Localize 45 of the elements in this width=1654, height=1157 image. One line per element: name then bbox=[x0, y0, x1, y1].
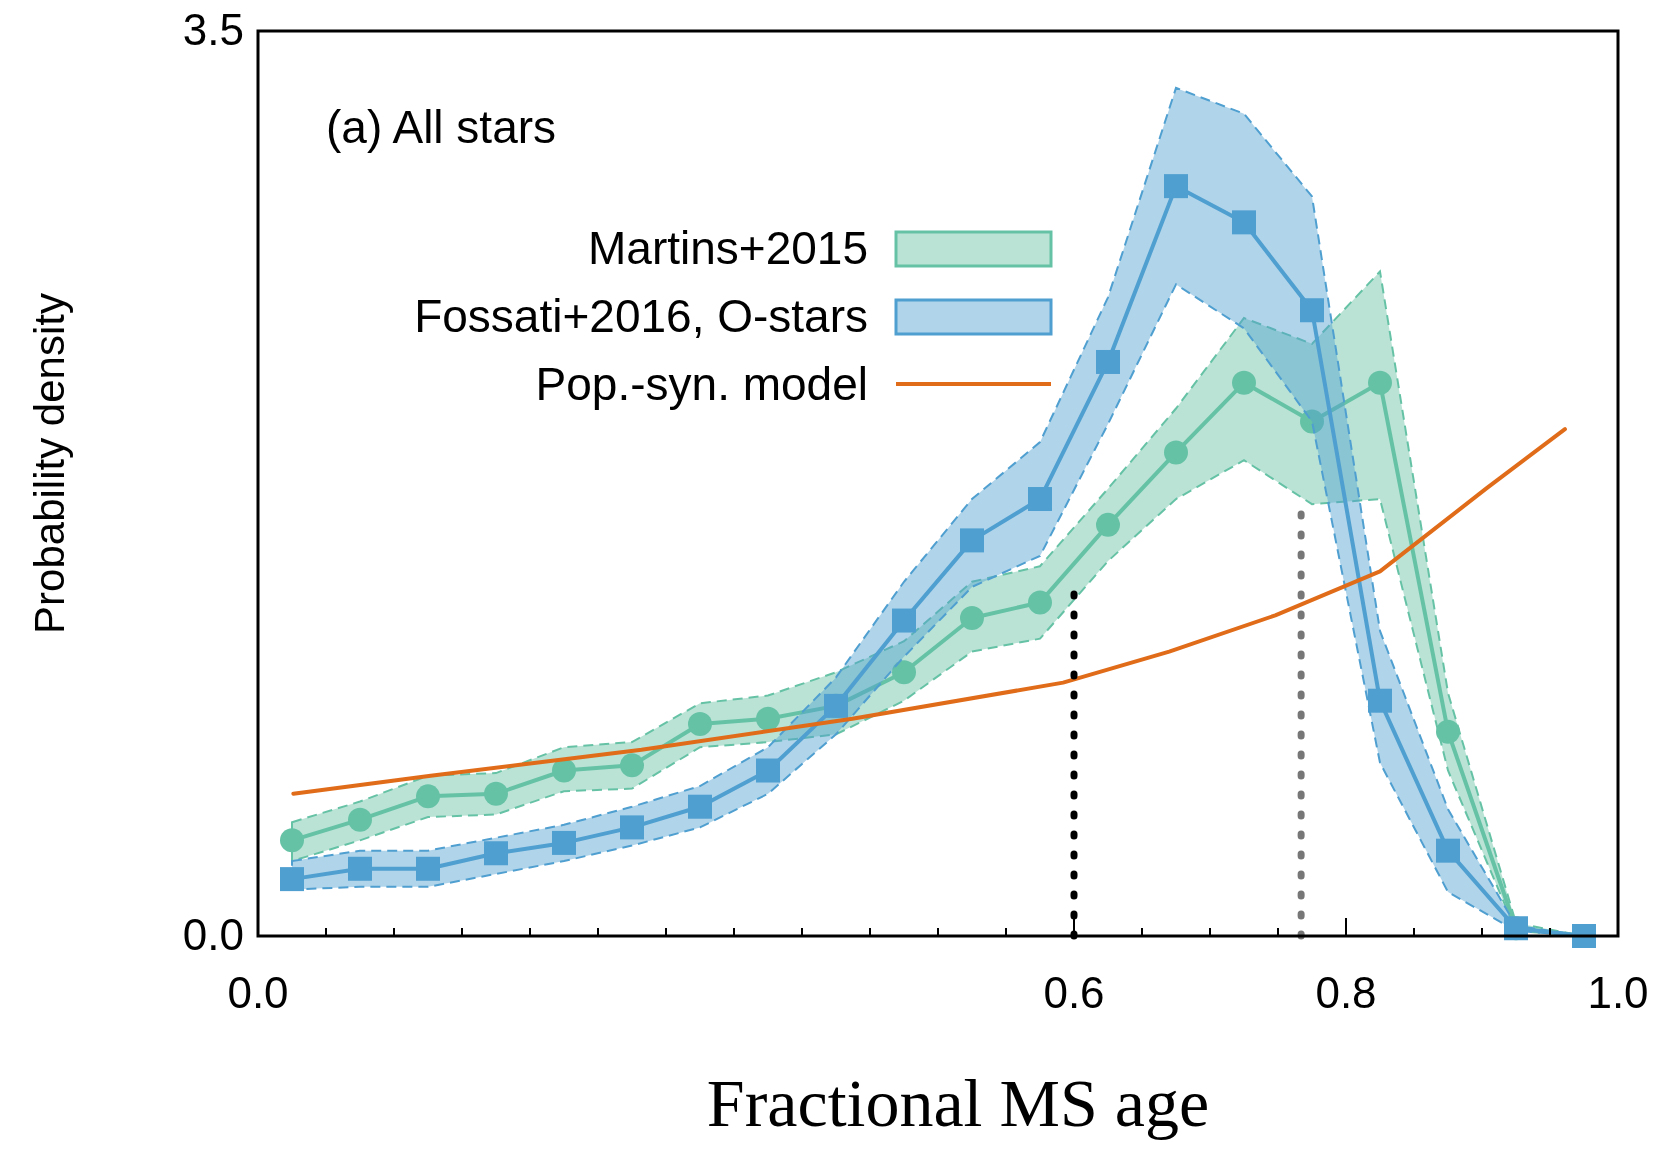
legend-label: Martins+2015 bbox=[588, 222, 868, 274]
point bbox=[1232, 210, 1256, 235]
point bbox=[416, 856, 440, 881]
point bbox=[688, 711, 712, 736]
point bbox=[1096, 512, 1120, 537]
x-tick-label: 0.6 bbox=[1043, 968, 1105, 1017]
point bbox=[960, 528, 984, 553]
point bbox=[1436, 838, 1460, 863]
point bbox=[1164, 174, 1188, 199]
point bbox=[756, 758, 780, 783]
legend-label: Pop.-syn. model bbox=[535, 358, 868, 410]
point bbox=[892, 608, 916, 633]
point bbox=[1028, 590, 1052, 615]
point bbox=[1368, 688, 1392, 713]
point bbox=[960, 605, 984, 630]
line-series bbox=[291, 427, 1567, 796]
point bbox=[552, 758, 576, 783]
y-axis-title: Probability density bbox=[26, 293, 73, 634]
point bbox=[552, 830, 576, 855]
point bbox=[1300, 298, 1324, 323]
point bbox=[756, 706, 780, 731]
point bbox=[1028, 487, 1052, 512]
x-tick-label: 0.0 bbox=[227, 968, 289, 1017]
point bbox=[484, 781, 508, 806]
point bbox=[1164, 440, 1188, 465]
y-tick-label: 3.5 bbox=[182, 5, 244, 54]
point bbox=[416, 784, 440, 809]
x-axis-title: Fractional MS age bbox=[706, 1065, 1210, 1141]
point bbox=[1096, 349, 1120, 374]
annotation: (a) All stars bbox=[326, 101, 557, 153]
x-tick-label: 0.8 bbox=[1315, 968, 1377, 1017]
point bbox=[620, 815, 644, 840]
point bbox=[484, 841, 508, 866]
point bbox=[1436, 719, 1460, 744]
point bbox=[348, 807, 372, 832]
point bbox=[1300, 409, 1324, 434]
point bbox=[280, 867, 304, 892]
point bbox=[688, 794, 712, 819]
x-tick-label: 1.0 bbox=[1587, 968, 1649, 1017]
point bbox=[280, 828, 304, 853]
point bbox=[1368, 370, 1392, 395]
point bbox=[620, 753, 644, 778]
legend-label: Fossati+2016, O-stars bbox=[414, 290, 868, 342]
point bbox=[892, 660, 916, 685]
point bbox=[1232, 370, 1256, 395]
